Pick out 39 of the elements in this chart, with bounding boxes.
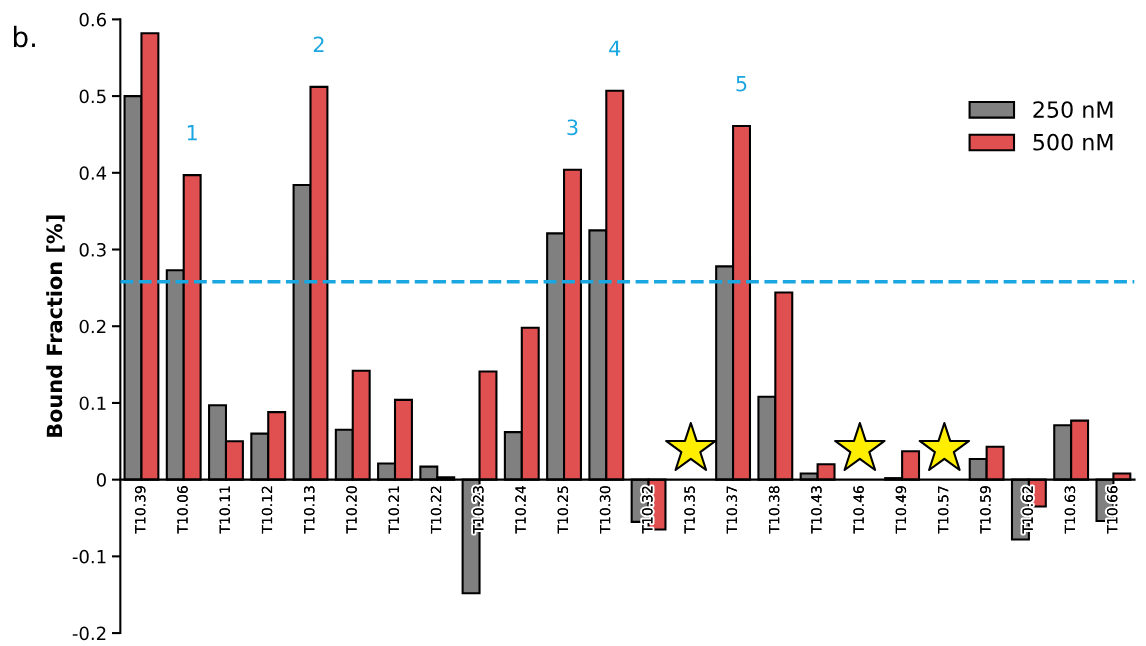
y-tick-label: -0.2 [72, 626, 106, 641]
y-tick-label: 0.3 [79, 242, 106, 257]
annotation: 5 [736, 75, 747, 92]
text: b. [13, 25, 35, 48]
y-axis-title: Bound Fraction [%] [46, 215, 65, 437]
x-tick-label: T10.12 [261, 486, 273, 534]
x-tick-label: T10.22 [430, 486, 442, 534]
x-tick-label: T10.37 [726, 486, 738, 534]
x-tick-label: T10.39 [134, 486, 146, 534]
x-tick-label: T10.57 [937, 486, 949, 534]
legend-label: 250 nM [1033, 101, 1113, 118]
annotation: 4 [609, 40, 621, 56]
x-tick-label: T10.46 [853, 486, 864, 534]
x-tick-label: T10.43 [811, 486, 822, 534]
y-tick-label: 0.6 [79, 12, 106, 27]
annotation: 1 [187, 125, 197, 141]
y-tick-label: -0.1 [72, 549, 106, 564]
y-tick-label: 0.2 [79, 319, 106, 334]
x-tick-label: T10.38 [768, 486, 780, 534]
x-tick-label: T10.59 [980, 486, 991, 534]
x-tick-label: T10.30 [599, 486, 611, 534]
legend-label: 500 nM [1033, 133, 1113, 151]
x-tick-label: T10.63 [1064, 486, 1076, 534]
annotation: 3 [567, 119, 578, 136]
y-tick-label: 0.4 [79, 166, 107, 180]
x-tick-label: T10.11 [219, 486, 231, 534]
x-tick-label: T10.24 [515, 485, 526, 534]
x-tick-label: T10.13 [304, 486, 315, 534]
x-tick-label: T10.35 [684, 486, 695, 534]
y-tick-label: 0.1 [79, 396, 106, 411]
x-tick-label: T10.62 [1022, 486, 1033, 534]
x-tick-label: T10.49 [895, 486, 907, 534]
x-tick-label: T10.06 [177, 486, 188, 534]
y-tick-label: 0 [96, 473, 106, 487]
x-tick-label: T10.21 [388, 486, 400, 534]
x-tick-label: T10.20 [346, 486, 357, 534]
annotation: 2 [313, 36, 324, 52]
x-tick-label: T10.25 [557, 486, 569, 534]
y-tick-label: 0.5 [79, 89, 106, 104]
